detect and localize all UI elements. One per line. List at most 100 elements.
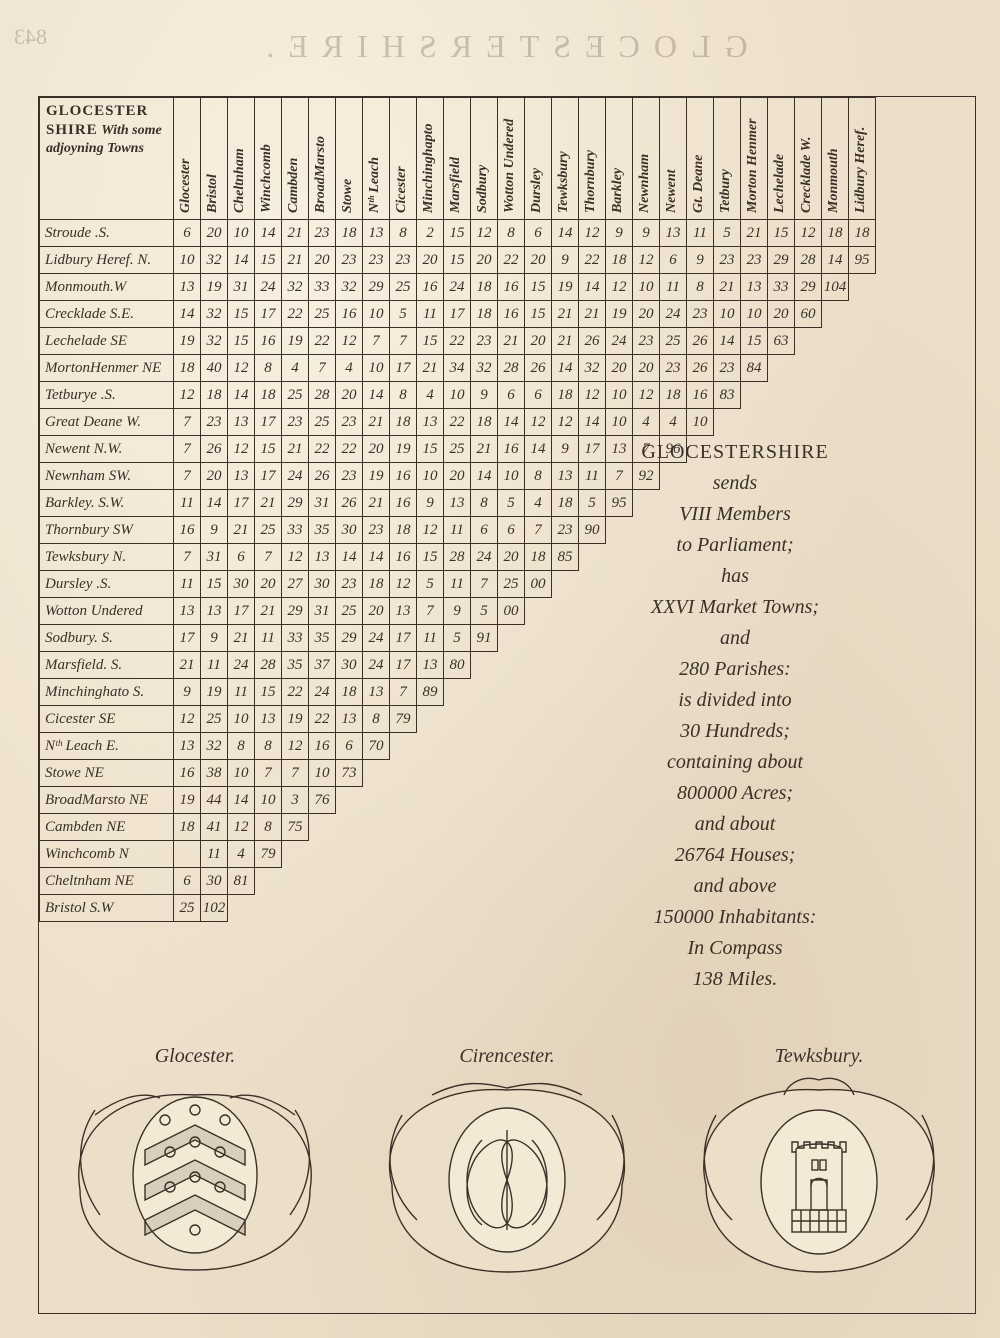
distance-cell: 18 — [471, 409, 498, 436]
distance-cell: 6 — [660, 247, 687, 274]
distance-cell: 24 — [309, 679, 336, 706]
distance-cell: 24 — [444, 274, 471, 301]
row-name: Bristol S.W — [40, 895, 174, 922]
distance-cell: 11 — [444, 517, 471, 544]
distance-cell: 12 — [228, 355, 255, 382]
distance-cell: 8 — [255, 733, 282, 760]
distance-cell: 17 — [174, 625, 201, 652]
distance-cell: 23 — [714, 247, 741, 274]
distance-cell: 14 — [255, 220, 282, 247]
distance-cell: 22 — [444, 328, 471, 355]
distance-cell: 21 — [498, 328, 525, 355]
row-name: Tewksbury N. — [40, 544, 174, 571]
distance-cell: 25 — [309, 409, 336, 436]
distance-cell: 12 — [579, 220, 606, 247]
crest-glocester: Glocester. — [50, 1045, 340, 1280]
distance-cell: 12 — [282, 544, 309, 571]
row-name: Newent N.W. — [40, 436, 174, 463]
distance-cell: 30 — [228, 571, 255, 598]
distance-cell: 32 — [471, 355, 498, 382]
row-name: Dursley .S. — [40, 571, 174, 598]
distance-cell: 18 — [336, 220, 363, 247]
distance-cell: 41 — [201, 814, 228, 841]
distance-cell: 9 — [417, 490, 444, 517]
distance-cell: 22 — [309, 436, 336, 463]
distance-cell: 20 — [255, 571, 282, 598]
distance-cell: 9 — [444, 598, 471, 625]
distance-cell: 13 — [417, 409, 444, 436]
distance-cell: 8 — [228, 733, 255, 760]
row-name: Monmouth.W — [40, 274, 174, 301]
distance-cell: 8 — [255, 355, 282, 382]
distance-cell: 16 — [687, 382, 714, 409]
distance-cell: 6 — [498, 517, 525, 544]
distance-cell: 18 — [255, 382, 282, 409]
distance-cell: 23 — [201, 409, 228, 436]
column-header: Gt. Deane — [687, 98, 714, 220]
distance-cell: 12 — [174, 706, 201, 733]
distance-cell: 16 — [417, 274, 444, 301]
column-header: Dursley — [525, 98, 552, 220]
distance-cell: 7 — [174, 436, 201, 463]
column-header: Cambden — [282, 98, 309, 220]
distance-cell: 13 — [228, 463, 255, 490]
distance-cell: 12 — [633, 382, 660, 409]
distance-cell: 31 — [309, 490, 336, 517]
distance-cell: 18 — [606, 247, 633, 274]
row-name: Barkley. S.W. — [40, 490, 174, 517]
distance-cell: 63 — [768, 328, 795, 355]
crest-label: Tewksbury. — [674, 1045, 964, 1068]
distance-cell: 7 — [390, 328, 417, 355]
distance-cell: 21 — [714, 274, 741, 301]
distance-cell: 20 — [633, 301, 660, 328]
distance-cell: 9 — [606, 220, 633, 247]
distance-cell: 19 — [174, 328, 201, 355]
distance-cell: 26 — [579, 328, 606, 355]
column-header: Morton Henmer — [741, 98, 768, 220]
bleed-through-title: GLOCESTERSHIRE. — [0, 28, 1000, 65]
distance-cell: 16 — [390, 490, 417, 517]
distance-cell: 15 — [444, 220, 471, 247]
distance-cell: 25 — [282, 382, 309, 409]
distance-cell: 75 — [282, 814, 309, 841]
distance-cell: 11 — [174, 571, 201, 598]
distance-cell: 20 — [363, 436, 390, 463]
distance-cell: 18 — [471, 274, 498, 301]
distance-cell: 11 — [174, 490, 201, 517]
crest-cirencester-svg — [372, 1070, 642, 1280]
distance-cell: 3 — [282, 787, 309, 814]
column-header: Bristol — [201, 98, 228, 220]
distance-cell: 23 — [390, 247, 417, 274]
distance-cell: 76 — [309, 787, 336, 814]
distance-cell: 18 — [174, 814, 201, 841]
distance-cell: 24 — [606, 328, 633, 355]
distance-cell: 00 — [498, 598, 525, 625]
distance-cell: 29 — [363, 274, 390, 301]
row-name: BroadMarsto NE — [40, 787, 174, 814]
distance-cell: 21 — [282, 247, 309, 274]
distance-cell: 23 — [363, 247, 390, 274]
distance-cell: 14 — [228, 787, 255, 814]
distance-cell: 21 — [471, 436, 498, 463]
distance-cell: 9 — [174, 679, 201, 706]
distance-cell: 20 — [768, 301, 795, 328]
distance-cell: 12 — [606, 274, 633, 301]
distance-cell: 21 — [228, 517, 255, 544]
distance-cell: 70 — [363, 733, 390, 760]
distance-cell: 30 — [336, 517, 363, 544]
column-header: Minchinghapto — [417, 98, 444, 220]
distance-cell: 21 — [363, 490, 390, 517]
distance-cell: 19 — [201, 679, 228, 706]
distance-cell: 14 — [552, 220, 579, 247]
distance-cell: 15 — [444, 247, 471, 274]
distance-cell: 23 — [336, 247, 363, 274]
distance-cell: 30 — [336, 652, 363, 679]
column-header: Cheltnham — [228, 98, 255, 220]
distance-cell: 13 — [390, 598, 417, 625]
distance-cell: 17 — [255, 409, 282, 436]
distance-cell: 18 — [471, 301, 498, 328]
distance-cell: 6 — [525, 220, 552, 247]
distance-cell: 21 — [741, 220, 768, 247]
column-header: Tetbury — [714, 98, 741, 220]
distance-cell: 10 — [444, 382, 471, 409]
